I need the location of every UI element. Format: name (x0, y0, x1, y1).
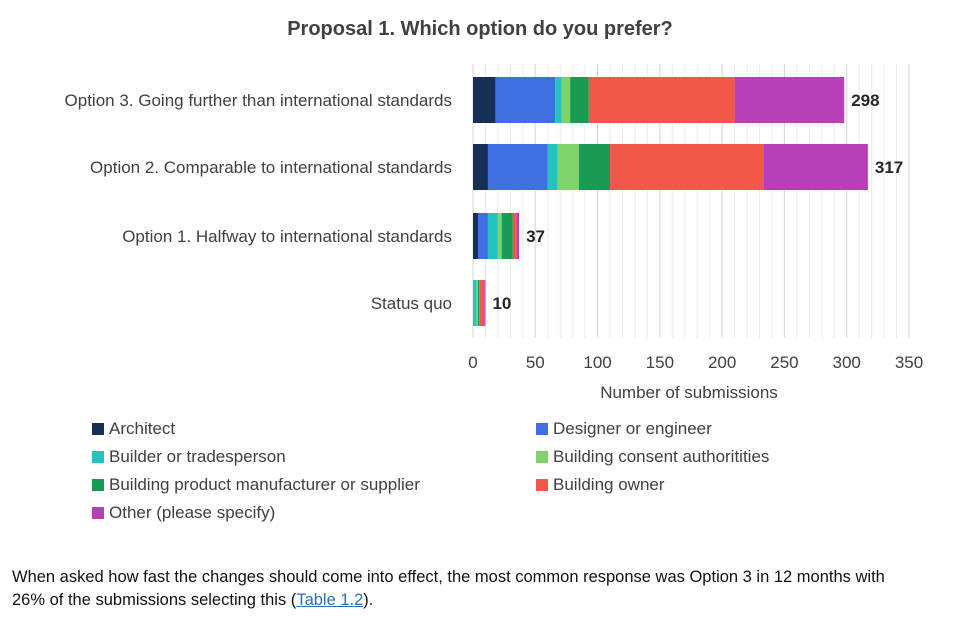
bar-segment (473, 280, 477, 326)
total-data-label: 317 (875, 158, 903, 177)
x-tick-label: 50 (526, 353, 545, 372)
bar-segment (763, 144, 868, 190)
table-link[interactable]: Table 1.2 (296, 591, 364, 609)
stacked-bar-chart: Proposal 1. Which option do you prefer? … (65, 18, 924, 402)
legend-label: Building owner (553, 475, 665, 494)
bar-segment (487, 144, 548, 190)
bars (473, 77, 868, 326)
bar-segment (477, 213, 488, 259)
legend-item: Building owner (536, 474, 852, 496)
x-tick-label: 0 (468, 353, 477, 372)
legend-item: Builder or tradesperson (92, 446, 536, 468)
bar-segment (473, 77, 496, 123)
category-label: Status quo (371, 294, 452, 313)
legend-item: Designer or engineer (536, 418, 852, 440)
legend-swatch (536, 423, 548, 435)
chart-title: Proposal 1. Which option do you prefer? (287, 18, 673, 40)
bar-segment (734, 77, 845, 123)
legend-swatch (92, 479, 104, 491)
bar-segment (557, 144, 579, 190)
bar-segment (479, 280, 485, 326)
labels: 0 50 100 150 200 250 300 350 Option 3. Going fur… (65, 91, 924, 372)
bar-segment (578, 144, 611, 190)
bar-segment (487, 213, 498, 259)
bar-segment (473, 144, 488, 190)
bar-segment (473, 213, 478, 259)
caption-text-before: When asked how fast the changes should c… (12, 568, 885, 609)
legend-swatch (92, 451, 104, 463)
category-label: Option 1. Halfway to international stand… (122, 227, 452, 246)
legend-label: Building consent authoritities (553, 447, 770, 466)
legend-item: Building product manufacturer or supplie… (92, 474, 536, 496)
caption-text-after: ). (363, 591, 374, 609)
legend-label: Other (please specify) (109, 503, 276, 522)
x-tick-label: 100 (583, 353, 611, 372)
total-data-label: 37 (526, 227, 545, 246)
bar-segment (476, 280, 478, 326)
bar-segment (588, 77, 735, 123)
bar-segment (501, 213, 513, 259)
legend-label: Building product manufacturer or supplie… (109, 475, 420, 494)
x-axis-label: Number of submissions (600, 383, 778, 402)
bar-segment (555, 77, 562, 123)
bar-segment (495, 77, 556, 123)
legend-swatch (92, 423, 104, 435)
legend-item: Building consent authoritities (536, 446, 852, 468)
bar-segment (477, 280, 480, 326)
caption-paragraph: When asked how fast the changes should c… (12, 566, 912, 612)
legend: Architect Designer or engineer Builder or … (92, 418, 852, 524)
x-tick-label: 250 (770, 353, 798, 372)
legend-swatch (92, 507, 104, 519)
bar-segment (561, 77, 571, 123)
category-label: Option 2. Comparable to international st… (90, 158, 452, 177)
total-data-label: 10 (492, 294, 511, 313)
legend-label: Builder or tradesperson (109, 447, 286, 466)
bar-segment (570, 77, 589, 123)
bar-segment (610, 144, 764, 190)
x-tick-label: 200 (708, 353, 736, 372)
category-label: Option 3. Going further than internation… (65, 91, 452, 110)
x-tick-label: 300 (833, 353, 861, 372)
legend-swatch (536, 479, 548, 491)
legend-item: Other (please specify) (92, 502, 536, 524)
x-tick-label: 150 (646, 353, 674, 372)
bar-segment (516, 213, 520, 259)
total-data-label: 298 (851, 91, 879, 110)
x-tick-label: 350 (895, 353, 923, 372)
legend-label: Designer or engineer (553, 419, 712, 438)
legend-item: Architect (92, 418, 536, 440)
bar-segment (512, 213, 517, 259)
bar-segment (497, 213, 502, 259)
legend-swatch (536, 451, 548, 463)
bar-segment (547, 144, 558, 190)
bar-segment (484, 280, 486, 326)
legend-label: Architect (109, 419, 176, 438)
